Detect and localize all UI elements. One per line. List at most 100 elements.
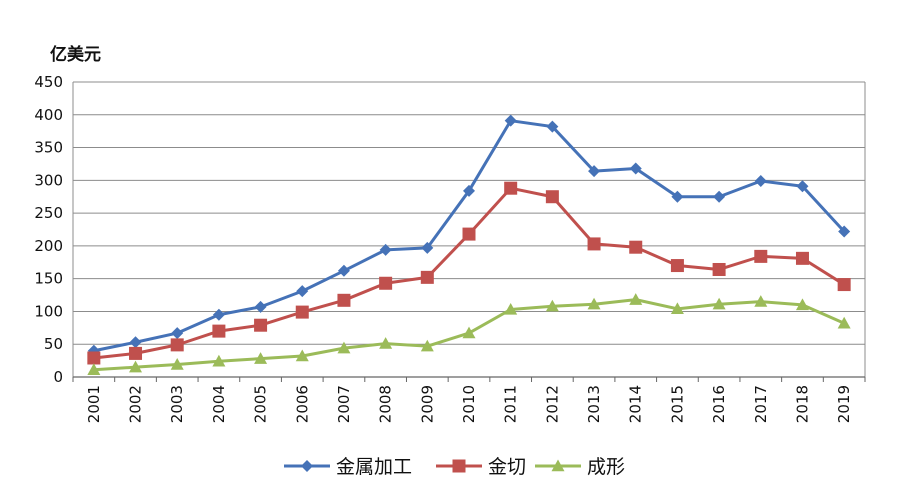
x-tick-label: 2009 <box>418 385 436 423</box>
x-tick-label: 2003 <box>168 385 186 423</box>
x-tick-label: 2013 <box>585 385 603 423</box>
data-point <box>379 337 393 349</box>
legend: 金属加工 金切 成形 <box>284 456 625 478</box>
data-point <box>504 302 518 315</box>
y-tick-label: 200 <box>34 237 63 255</box>
data-point <box>337 293 351 307</box>
data-point <box>838 225 851 238</box>
data-point <box>587 237 601 251</box>
data-point <box>462 227 476 241</box>
data-point <box>129 346 143 360</box>
data-point <box>129 360 143 373</box>
data-point <box>421 241 434 254</box>
data-point <box>629 162 642 175</box>
legend-label: 金属加工 <box>336 456 412 478</box>
data-point <box>837 278 851 292</box>
data-point <box>713 190 726 203</box>
data-point <box>379 243 392 256</box>
legend-item: 金属加工 <box>284 456 412 478</box>
x-tick-label: 2002 <box>127 385 145 423</box>
data-point <box>712 262 726 276</box>
data-point <box>754 295 768 307</box>
data-point <box>504 114 517 127</box>
data-point <box>170 358 184 370</box>
x-tick-label: 2014 <box>627 385 645 423</box>
x-tick-label: 2011 <box>502 385 520 423</box>
x-tick-label: 2018 <box>793 385 811 423</box>
x-tick-label: 2006 <box>293 385 311 423</box>
data-point <box>212 308 225 321</box>
data-point <box>212 354 226 367</box>
legend-label: 成形 <box>587 456 625 478</box>
data-point <box>670 302 684 315</box>
data-point <box>254 352 268 364</box>
data-point <box>295 305 309 319</box>
data-point <box>129 336 142 349</box>
series-1 <box>87 181 851 365</box>
y-tick-label: 350 <box>34 139 63 157</box>
y-tick-label: 450 <box>34 73 63 91</box>
x-tick-label: 2007 <box>335 385 353 423</box>
data-point <box>254 318 268 332</box>
x-tick-label: 2019 <box>835 385 853 423</box>
x-tick-label: 2010 <box>460 385 478 423</box>
data-point <box>629 240 643 254</box>
legend-item: 金切 <box>436 456 526 478</box>
data-point <box>588 165 601 178</box>
x-tick-label: 2015 <box>668 385 686 423</box>
data-point <box>337 341 351 354</box>
data-point <box>420 339 434 352</box>
data-point <box>254 300 267 313</box>
data-point <box>670 259 684 273</box>
data-point <box>545 299 559 312</box>
legend-marker <box>551 459 565 472</box>
data-point <box>754 249 768 263</box>
data-point <box>754 174 767 187</box>
data-point <box>463 184 475 197</box>
legend-label: 金切 <box>488 456 526 478</box>
series-0 <box>87 114 851 357</box>
x-tick-label: 2001 <box>85 385 103 423</box>
data-point <box>337 264 350 277</box>
data-point <box>420 270 434 284</box>
x-tick-label: 2008 <box>377 385 395 423</box>
y-axis-unit-label: 亿美元 <box>50 45 101 65</box>
data-point <box>379 276 393 290</box>
y-tick-label: 100 <box>34 302 63 320</box>
x-tick-label: 2016 <box>710 385 728 423</box>
data-point <box>171 327 184 340</box>
data-point <box>295 349 309 362</box>
legend-marker <box>452 459 466 473</box>
x-tick-label: 2005 <box>252 385 270 423</box>
legend-item: 成形 <box>535 456 625 478</box>
data-point <box>671 190 684 203</box>
data-point <box>296 285 309 298</box>
legend-marker <box>301 460 313 472</box>
data-point <box>796 180 809 193</box>
x-tick-label: 2004 <box>210 385 228 423</box>
data-point <box>212 324 226 338</box>
data-point <box>795 251 809 265</box>
y-tick-label: 0 <box>53 368 63 386</box>
y-tick-label: 150 <box>34 270 63 288</box>
data-point <box>545 190 559 204</box>
y-tick-label: 250 <box>34 204 63 222</box>
y-tick-label: 400 <box>34 106 63 124</box>
grid-lines <box>73 81 865 345</box>
y-tick-label: 300 <box>34 171 63 189</box>
data-point <box>587 297 601 310</box>
data-point <box>837 316 851 329</box>
data-point <box>462 326 476 339</box>
x-tick-label: 2017 <box>752 385 770 423</box>
series-2 <box>87 293 851 375</box>
data-point <box>87 363 101 375</box>
data-point <box>546 120 559 133</box>
data-point <box>629 293 643 305</box>
x-tick-label: 2012 <box>543 385 561 423</box>
data-point <box>795 298 809 311</box>
data-point <box>504 181 518 195</box>
data-point <box>170 338 184 352</box>
y-tick-label: 50 <box>44 335 63 353</box>
